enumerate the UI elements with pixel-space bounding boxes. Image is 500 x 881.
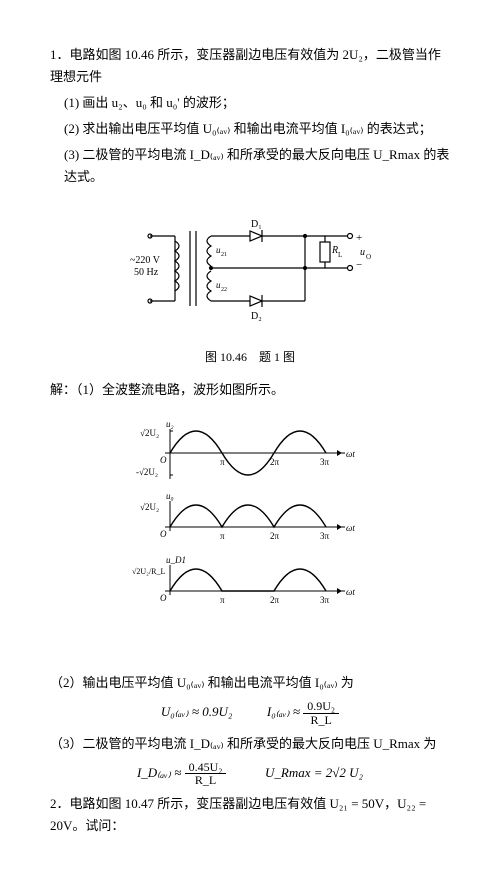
- eq-io-num: 0.9U₂: [303, 700, 339, 714]
- svg-text:21: 21: [221, 252, 227, 258]
- svg-text:3π: 3π: [320, 531, 330, 541]
- svg-text:-√2U₂: -√2U₂: [136, 467, 158, 477]
- eq-io-den: R_L: [303, 714, 339, 727]
- svg-text:O: O: [160, 529, 167, 539]
- svg-text:√2U₂: √2U₂: [140, 428, 159, 438]
- svg-text:O: O: [160, 455, 167, 465]
- svg-text:O: O: [366, 253, 371, 261]
- waveform-figure: u₂ √2U₂ -√2U₂ π 2π 3π ωt O u₀ √2U₂ π 2π …: [50, 413, 450, 660]
- svg-text:ωt: ωt: [346, 523, 355, 533]
- svg-text:~220 V: ~220 V: [130, 255, 161, 266]
- eq-urmax: U_Rmax = 2√2 U₂: [265, 765, 363, 780]
- svg-text:u₂: u₂: [166, 419, 174, 429]
- p1-part1: (1) 画出 u₂、u₀ 和 u₀' 的波形；: [50, 92, 450, 114]
- eq-id-num: 0.45U₂: [185, 761, 227, 775]
- svg-text:D₁: D₁: [251, 219, 262, 230]
- svg-text:2π: 2π: [270, 595, 280, 605]
- circuit-svg: ~220 V 50 Hz D₁ D₂ R L + u O − u 21 u 22: [120, 201, 380, 336]
- svg-text:L: L: [338, 251, 342, 259]
- svg-text:−: −: [356, 259, 362, 271]
- svg-text:ωt: ωt: [346, 449, 355, 459]
- svg-text:2π: 2π: [270, 531, 280, 541]
- eq-id-den: R_L: [185, 774, 227, 787]
- circuit-figure: ~220 V 50 Hz D₁ D₂ R L + u O − u 21 u 22…: [50, 201, 450, 367]
- svg-text:2π: 2π: [270, 457, 280, 467]
- svg-text:u: u: [360, 247, 365, 258]
- svg-text:3π: 3π: [320, 457, 330, 467]
- svg-text:ωt: ωt: [346, 587, 355, 597]
- svg-text:u₀: u₀: [166, 491, 174, 501]
- svg-text:√2U₂/R_L: √2U₂/R_L: [132, 567, 166, 576]
- svg-text:√2U₂: √2U₂: [140, 502, 159, 512]
- p1-heading: 1．电路如图 10.46 所示，变压器副边电压有效值为 2U₂，二极管当作理想元…: [50, 44, 450, 88]
- svg-text:+: +: [356, 232, 362, 244]
- svg-text:D₂: D₂: [251, 311, 262, 322]
- svg-text:π: π: [220, 595, 225, 605]
- solution-lead: 解：（1）全波整流电路，波形如图所示。: [50, 379, 450, 401]
- svg-text:3π: 3π: [320, 595, 330, 605]
- eq-id-frac: 0.45U₂ R_L: [185, 761, 227, 787]
- svg-text:22: 22: [221, 287, 227, 293]
- eq-io-frac: 0.9U₂ R_L: [303, 700, 339, 726]
- p1-sol-part2-lead: （2）输出电压平均值 U₀₍ₐᵥ₎ 和输出电流平均值 I₀₍ₐᵥ₎ 为: [50, 672, 450, 694]
- svg-text:π: π: [220, 457, 225, 467]
- p1-part2-eq: U₀₍ₐᵥ₎ ≈ 0.9U₂ I₀₍ₐᵥ₎ ≈ 0.9U₂ R_L: [50, 700, 450, 726]
- eq-id-lhs: I_D₍ₐᵥ₎ ≈: [137, 765, 181, 780]
- p1-part3: (3) 二极管的平均电流 I_D₍ₐᵥ₎ 和所承受的最大反向电压 U_Rmax …: [50, 144, 450, 188]
- eq-io-lhs: I₀₍ₐᵥ₎ ≈: [267, 704, 300, 719]
- p1-part2: (2) 求出输出电压平均值 U₀₍ₐᵥ₎ 和输出电流平均值 I₀₍ₐᵥ₎ 的表达…: [50, 118, 450, 140]
- eq-uo: U₀₍ₐᵥ₎ ≈ 0.9U₂: [161, 704, 233, 719]
- p2-heading: 2．电路如图 10.47 所示，变压器副边电压有效值 U₂₁ = 50V，U₂₂…: [50, 793, 450, 837]
- svg-text:u_D1: u_D1: [166, 555, 186, 565]
- svg-text:O: O: [160, 593, 167, 603]
- p1-part3-eq: I_D₍ₐᵥ₎ ≈ 0.45U₂ R_L U_Rmax = 2√2 U₂: [50, 761, 450, 787]
- circuit-caption: 图 10.46 题 1 图: [50, 347, 450, 367]
- p1-sol-part3-lead: （3）二极管的平均电流 I_D₍ₐᵥ₎ 和所承受的最大反向电压 U_Rmax 为: [50, 733, 450, 755]
- svg-text:50 Hz: 50 Hz: [134, 267, 159, 278]
- svg-text:π: π: [220, 531, 225, 541]
